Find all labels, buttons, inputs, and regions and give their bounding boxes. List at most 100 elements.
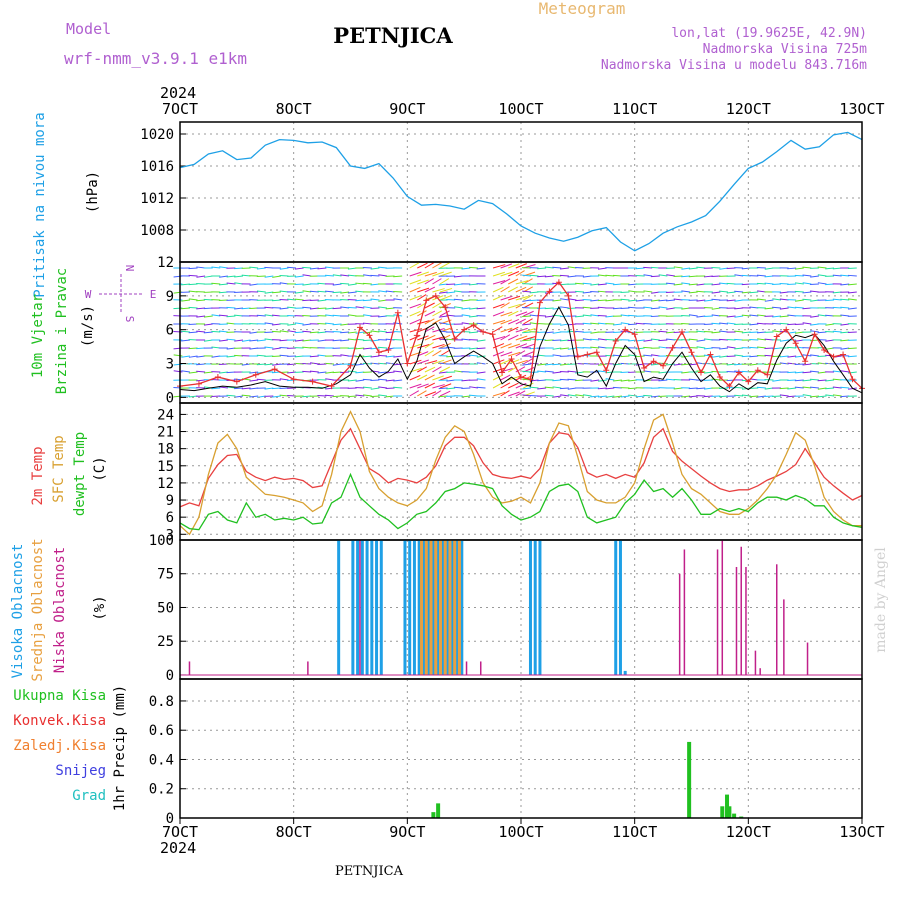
wind-arrow xyxy=(363,314,372,317)
top-tick-label: 11OCT xyxy=(612,100,657,118)
wind-arrow xyxy=(605,282,615,285)
wind-arrow xyxy=(241,387,251,390)
gust-marker xyxy=(811,331,818,338)
wind-arrow xyxy=(500,302,510,309)
wind-arrow xyxy=(650,338,660,341)
wind-arrow xyxy=(302,323,312,326)
wind-arrow xyxy=(567,387,577,390)
wind-arrow xyxy=(756,322,766,325)
wind-arrow xyxy=(719,395,729,398)
gust-marker xyxy=(432,292,439,299)
wind-arrow xyxy=(523,294,534,301)
wind-arrow xyxy=(515,286,527,293)
wind-arrow xyxy=(432,262,442,269)
pressure-ytick-label: 1008 xyxy=(140,223,174,239)
wind-arrow xyxy=(794,346,804,349)
wind-arrow xyxy=(492,335,506,341)
wind-arrow xyxy=(681,322,691,325)
total_precip-bar xyxy=(727,806,732,818)
wind-arrow xyxy=(848,298,857,301)
wind-arrow xyxy=(726,363,736,366)
wind-arrow xyxy=(787,395,797,398)
pressure-panel: 1008 1012 1016 1020 xyxy=(140,121,863,263)
wind-arrow xyxy=(173,307,183,310)
wind-arrow xyxy=(211,266,221,269)
wind-arrow xyxy=(370,347,380,350)
temperature-ytick-label: 21 xyxy=(157,425,174,441)
wind-arrow xyxy=(825,339,835,342)
wind-arrow xyxy=(802,307,812,310)
wind-arrow xyxy=(802,386,812,389)
wind-arrow xyxy=(628,314,638,317)
wind-arrow xyxy=(453,275,463,278)
wind-arrow xyxy=(226,322,236,325)
wind-arrow xyxy=(500,271,513,277)
wind-arrow xyxy=(279,282,289,285)
wind-arrow xyxy=(552,347,562,350)
wind-arrow xyxy=(688,395,698,398)
total_precip-bar xyxy=(725,794,730,818)
bottom-tick-label: 8OCT xyxy=(276,823,312,841)
wind-arrow xyxy=(795,339,804,342)
wind-arrow xyxy=(347,395,357,398)
wind-arrow xyxy=(749,346,759,349)
wind-arrow xyxy=(370,274,380,277)
wind-arrow xyxy=(309,267,319,270)
wind-arrow xyxy=(492,319,506,325)
wind-arrow xyxy=(658,339,668,342)
wind-arrow xyxy=(544,394,554,397)
wind-arrow xyxy=(226,394,236,397)
wind-arrow xyxy=(340,339,350,342)
legend-total-precip: Ukupna Kisa xyxy=(13,688,106,704)
wind-arrow xyxy=(537,354,547,357)
wind-arrow xyxy=(438,322,448,325)
wind-arrow xyxy=(817,379,827,382)
wind-arrow xyxy=(432,366,442,373)
wind-arrow xyxy=(469,283,478,286)
wind-arrow xyxy=(234,387,244,390)
wind-arrow xyxy=(385,307,395,310)
wind-arrow xyxy=(772,322,782,325)
wind-arrow xyxy=(393,386,403,389)
wind-arrow xyxy=(567,307,577,310)
wind-arrow xyxy=(590,299,600,302)
pressure-frame xyxy=(179,121,863,263)
wind-arrow xyxy=(294,291,304,294)
wind-arrow xyxy=(810,395,819,398)
wind-arrow xyxy=(203,371,213,374)
wind-arrow xyxy=(832,267,842,270)
wind-arrow xyxy=(515,390,526,397)
wind-arrow xyxy=(794,323,804,326)
wind-arrow xyxy=(302,395,312,398)
wind-arrow xyxy=(417,287,430,293)
top-tick-label: 13OCT xyxy=(839,100,884,118)
wind-arrow xyxy=(271,355,281,358)
wind-arrow xyxy=(439,383,452,389)
wind-arrow xyxy=(226,282,236,285)
wind-arrow xyxy=(741,291,751,294)
wind-arrow xyxy=(582,338,592,341)
wind-arrow xyxy=(347,338,357,341)
wind-arrow xyxy=(523,278,533,285)
high_cloud-bar xyxy=(528,540,532,675)
wind-arrow xyxy=(417,279,429,285)
wind-arrow xyxy=(507,382,519,389)
gust-marker xyxy=(214,374,221,381)
wind-arrow xyxy=(424,374,435,381)
wind-arrow xyxy=(249,331,259,334)
wind-arrow xyxy=(575,379,585,382)
top-tick-label: 9OCT xyxy=(389,100,425,118)
wind-arrow xyxy=(438,338,448,341)
wind-arrow xyxy=(688,314,698,317)
wind-arrow xyxy=(317,339,327,342)
gust-marker xyxy=(593,349,600,356)
wind-arrow xyxy=(605,299,615,302)
wind-arrow xyxy=(196,275,206,278)
t2m-label: 2m Temp xyxy=(30,446,46,505)
wind-arrow xyxy=(711,355,721,358)
wind-arrow xyxy=(795,331,804,334)
station-title: PETNJICA xyxy=(333,23,453,48)
wind-arrow xyxy=(188,331,198,334)
wind-arrow xyxy=(597,290,607,293)
